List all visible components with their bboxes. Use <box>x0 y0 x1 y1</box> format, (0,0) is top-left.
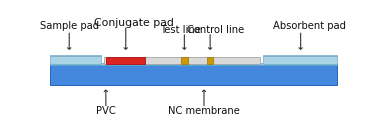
FancyBboxPatch shape <box>181 57 187 64</box>
FancyBboxPatch shape <box>104 57 260 64</box>
Text: Control line: Control line <box>187 25 244 35</box>
FancyBboxPatch shape <box>263 56 337 64</box>
Text: Test line: Test line <box>160 25 201 35</box>
Text: NC membrane: NC membrane <box>168 106 240 116</box>
Text: Absorbent pad: Absorbent pad <box>273 21 346 31</box>
FancyBboxPatch shape <box>50 65 337 85</box>
Text: Conjugate pad: Conjugate pad <box>94 18 174 28</box>
FancyBboxPatch shape <box>263 55 337 56</box>
FancyBboxPatch shape <box>50 63 337 65</box>
FancyBboxPatch shape <box>50 55 101 56</box>
Text: PVC: PVC <box>96 106 116 116</box>
Text: Sample pad: Sample pad <box>40 21 99 31</box>
FancyBboxPatch shape <box>106 57 146 64</box>
FancyBboxPatch shape <box>50 56 101 64</box>
FancyBboxPatch shape <box>207 57 213 64</box>
